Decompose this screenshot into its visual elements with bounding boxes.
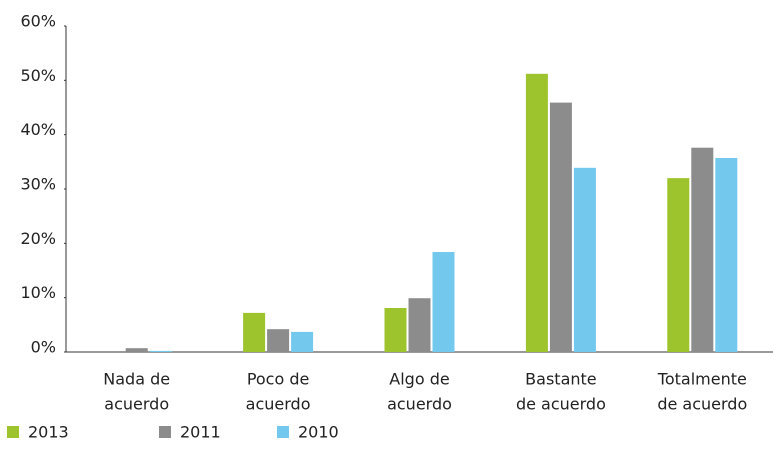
bar xyxy=(549,102,572,352)
y-tick-label: 50% xyxy=(20,66,56,85)
bar xyxy=(432,252,455,352)
legend-label: 2013 xyxy=(28,423,69,442)
bar xyxy=(715,158,738,352)
x-tick-label: de acuerdo xyxy=(516,395,606,414)
y-tick-label: 60% xyxy=(20,12,56,31)
x-tick-label: de acuerdo xyxy=(657,395,747,414)
bar xyxy=(125,348,148,352)
bar xyxy=(408,298,431,352)
legend-label: 2011 xyxy=(180,423,221,442)
x-tick-label: Poco de xyxy=(247,370,310,389)
bar xyxy=(667,178,690,352)
x-tick-label: acuerdo xyxy=(246,395,311,414)
bar xyxy=(573,167,596,352)
y-tick-label: 20% xyxy=(20,229,56,248)
bar xyxy=(149,350,172,352)
bar xyxy=(384,307,407,352)
legend-swatch xyxy=(7,426,19,438)
legend-swatch xyxy=(159,426,171,438)
x-tick-label: Algo de xyxy=(389,370,449,389)
bar xyxy=(291,331,314,352)
x-tick-label: acuerdo xyxy=(104,395,169,414)
y-tick-label: 10% xyxy=(20,283,56,302)
x-tick-label: Totalmente xyxy=(657,370,747,389)
y-tick-label: 0% xyxy=(31,338,56,357)
x-tick-label: acuerdo xyxy=(387,395,452,414)
bar xyxy=(243,312,266,352)
y-tick-label: 30% xyxy=(20,175,56,194)
bar xyxy=(691,147,714,352)
bar xyxy=(267,329,290,352)
x-tick-label: Bastante xyxy=(525,370,596,389)
bar xyxy=(525,73,548,353)
y-tick-label: 40% xyxy=(20,120,56,139)
legend-swatch xyxy=(277,426,289,438)
x-tick-label: Nada de xyxy=(103,370,170,389)
legend-label: 2010 xyxy=(298,423,339,442)
